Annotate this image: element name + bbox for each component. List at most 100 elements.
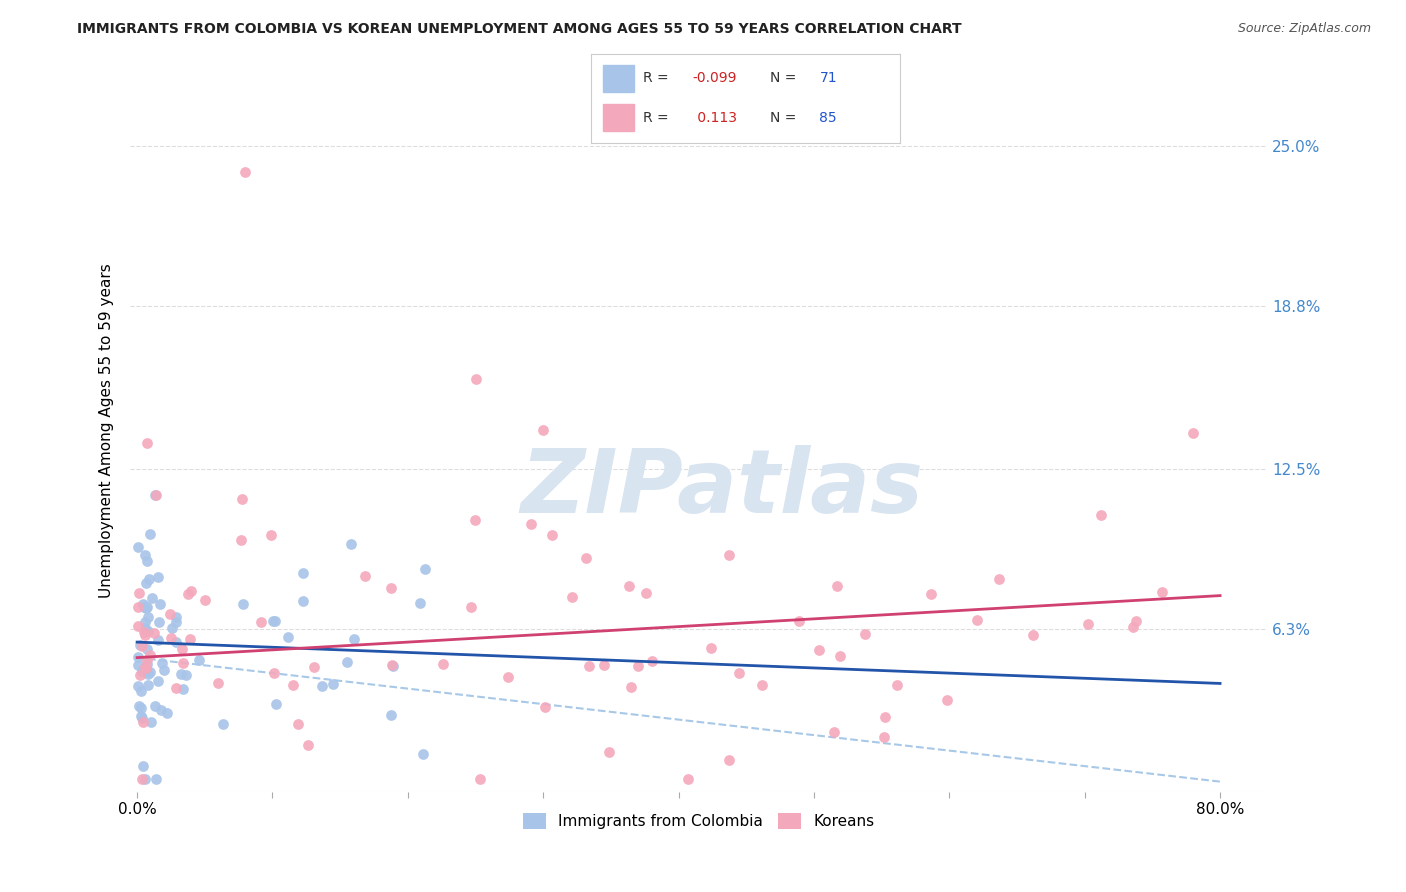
Point [260, 528, 283, 542]
Point [640, 654, 662, 668]
Point [336, 656, 359, 670]
Point [131, 684, 153, 698]
Bar [603, 65, 634, 92]
Point [617, 579, 640, 593]
Point [159, 607, 181, 621]
Point [966, 613, 988, 627]
Text: 0.113: 0.113 [693, 111, 737, 125]
Point [165, 615, 187, 630]
Point [127, 649, 149, 664]
Point [412, 747, 434, 761]
Point [413, 562, 436, 576]
Point [138, 624, 160, 639]
Point [134, 549, 156, 563]
Point [136, 554, 159, 568]
Point [250, 615, 273, 629]
Point [229, 533, 252, 547]
Point [127, 618, 149, 632]
Point [135, 657, 157, 671]
Point [149, 597, 172, 611]
Point [634, 586, 657, 600]
Point [132, 714, 155, 729]
Point [561, 590, 583, 604]
Text: 71: 71 [820, 70, 837, 85]
Point [129, 701, 152, 715]
Point [134, 772, 156, 786]
Point [129, 667, 152, 681]
Point [339, 537, 361, 551]
Point [1022, 628, 1045, 642]
Point [232, 597, 254, 611]
Point [263, 665, 285, 680]
Point [873, 710, 896, 724]
Point [699, 640, 721, 655]
Point [464, 513, 486, 527]
Point [343, 632, 366, 646]
Point [751, 678, 773, 692]
Point [920, 587, 942, 601]
Point [291, 594, 314, 608]
Point [146, 632, 169, 647]
Text: N =: N = [770, 70, 800, 85]
Point [127, 657, 149, 672]
Point [541, 528, 564, 542]
Point [143, 488, 166, 502]
Point [127, 679, 149, 693]
Point [129, 709, 152, 723]
Text: -0.099: -0.099 [693, 70, 737, 85]
Point [432, 657, 454, 671]
Point [381, 659, 404, 673]
Point [263, 614, 285, 628]
Point [264, 698, 287, 712]
Point [468, 772, 491, 786]
Point [381, 657, 404, 672]
Point [174, 667, 197, 681]
Bar [603, 104, 634, 131]
Point [354, 569, 377, 583]
Point [131, 772, 153, 786]
Point [132, 597, 155, 611]
Point [179, 632, 201, 646]
Point [460, 599, 482, 614]
Point [297, 739, 319, 753]
Point [464, 371, 486, 385]
Point [519, 517, 541, 532]
Point [180, 584, 202, 599]
Point [188, 653, 211, 667]
Point [1125, 614, 1147, 628]
Point [165, 635, 187, 649]
Point [134, 628, 156, 642]
Text: N =: N = [770, 111, 800, 125]
Point [134, 615, 156, 630]
Point [148, 615, 170, 629]
Point [592, 657, 614, 672]
Point [207, 676, 229, 690]
Text: ZIPatlas: ZIPatlas [520, 444, 924, 532]
Point [135, 661, 157, 675]
Point [136, 653, 159, 667]
Point [808, 642, 831, 657]
Point [127, 540, 149, 554]
Point [717, 548, 740, 562]
Point [873, 730, 896, 744]
Point [145, 488, 167, 502]
Point [531, 423, 554, 437]
Point [1150, 584, 1173, 599]
Point [131, 665, 153, 679]
Point [578, 659, 600, 673]
Point [156, 706, 179, 720]
Point [853, 627, 876, 641]
Point [138, 666, 160, 681]
Legend: Immigrants from Colombia, Koreans: Immigrants from Colombia, Koreans [517, 806, 880, 835]
Point [626, 658, 648, 673]
Point [139, 526, 162, 541]
Point [134, 599, 156, 614]
Point [132, 625, 155, 640]
Point [170, 642, 193, 657]
Point [235, 165, 257, 179]
Point [128, 586, 150, 600]
Point [160, 621, 183, 635]
Point [131, 758, 153, 772]
Point [131, 639, 153, 653]
Y-axis label: Unemployment Among Ages 55 to 59 years: Unemployment Among Ages 55 to 59 years [100, 263, 114, 598]
